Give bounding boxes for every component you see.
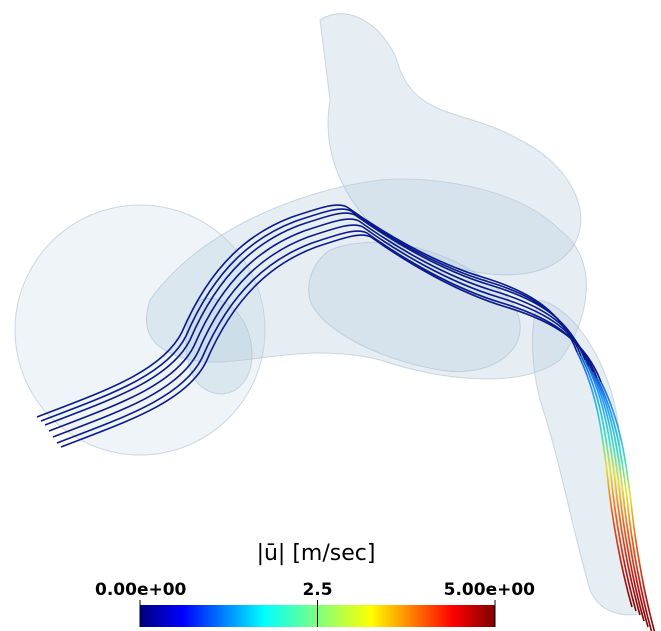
tick-label: 0.00e+00 <box>95 580 187 600</box>
tick-label: 5.00e+00 <box>444 580 536 600</box>
colorbar-title: |ū| [m/sec] <box>257 541 376 566</box>
tick-label: 2.5 <box>302 580 332 600</box>
visualization: |ū| [m/sec] 0.00e+00 2.5 5.00e+00 <box>0 0 661 631</box>
geometry <box>15 14 650 615</box>
colorbar: |ū| [m/sec] 0.00e+00 2.5 5.00e+00 <box>95 541 535 627</box>
